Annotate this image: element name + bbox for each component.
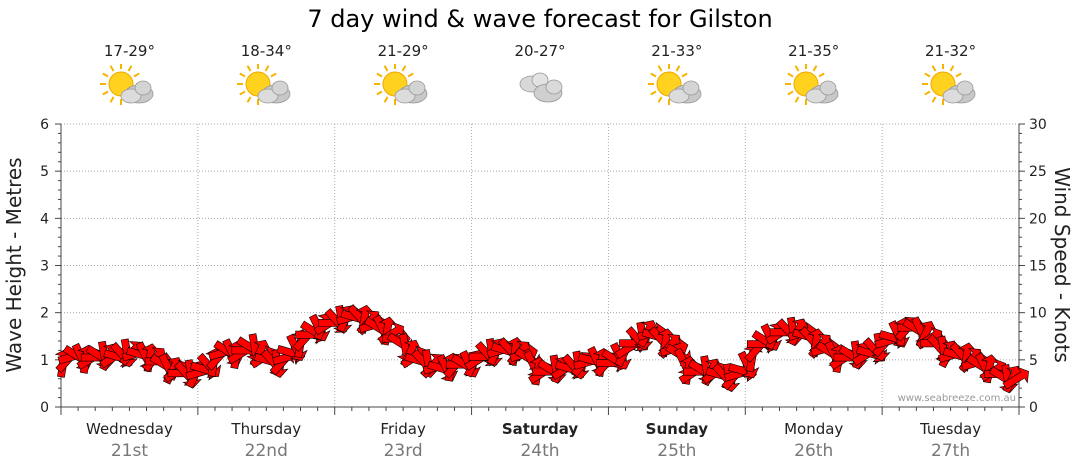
temperature-range: 18-34°: [240, 42, 292, 60]
x-axis-day-tuesday: Tuesday 27th: [883, 420, 1019, 461]
day-date-label: 21st: [110, 441, 148, 461]
sun-cloud-icon: [883, 64, 1019, 112]
day-name-label: Tuesday: [920, 420, 982, 438]
wind-arrow: [1002, 366, 1029, 390]
day-forecast-saturday: 20-27°: [472, 42, 608, 112]
day-date-label: 25th: [657, 441, 697, 461]
temperature-range: 20-27°: [514, 42, 566, 60]
y-left-tick-label: 3: [40, 259, 49, 275]
day-forecast-sunday: 21-33°: [609, 42, 745, 112]
y-right-tick-label: 10: [1029, 306, 1047, 322]
x-axis-day-friday: Friday 23rd: [335, 420, 471, 461]
y-right-tick-label: 0: [1029, 400, 1038, 416]
x-axis-day-monday: Monday 26th: [746, 420, 882, 461]
y-right-tick-label: 25: [1029, 164, 1047, 180]
sun-cloud-icon: [746, 64, 882, 112]
day-name-label: Monday: [784, 420, 844, 438]
day-forecast-tuesday: 21-32°: [883, 42, 1019, 112]
wind-series: [54, 304, 1029, 394]
day-date-label: 24th: [520, 441, 560, 461]
day-forecast-monday: 21-35°: [746, 42, 882, 112]
x-axis-day-thursday: Thursday 22nd: [198, 420, 334, 461]
y-right-tick-label: 5: [1029, 353, 1038, 369]
day-name-label: Wednesday: [86, 420, 173, 438]
temperature-range: 21-29°: [377, 42, 429, 60]
day-forecast-friday: 21-29°: [335, 42, 471, 112]
chart-title: 7 day wind & wave forecast for Gilston: [307, 5, 773, 33]
day-name-label: Saturday: [501, 420, 579, 438]
day-date-label: 23rd: [383, 441, 423, 461]
temperature-range: 21-35°: [788, 42, 840, 60]
day-name-label: Sunday: [645, 420, 709, 438]
day-date-label: 26th: [794, 441, 834, 461]
y-left-tick-label: 6: [40, 117, 49, 133]
credit-text: www.seabreeze.com.au: [898, 393, 1016, 404]
y-left-tick-label: 1: [40, 353, 49, 369]
sun-cloud-icon: [198, 64, 334, 112]
axis-ticks: 0 1 2 3 4 5 6 0 5 10 15 20 25 30: [40, 117, 1047, 416]
y-left-tick-label: 0: [40, 400, 49, 416]
x-axis-day-wednesday: Wednesday 21st: [61, 420, 197, 461]
y-right-tick-label: 30: [1029, 117, 1047, 133]
x-axis-day-sunday: Sunday 25th: [609, 420, 745, 461]
sun-cloud-icon: [61, 64, 197, 112]
day-forecast-thursday: 18-34°: [198, 42, 334, 112]
y-left-tick-label: 5: [40, 164, 49, 180]
day-name-label: Friday: [380, 420, 426, 438]
y-right-tick-label: 20: [1029, 211, 1047, 227]
cloud-icon: [472, 64, 608, 112]
temperature-range: 21-33°: [651, 42, 703, 60]
temperature-range: 21-32°: [925, 42, 977, 60]
y-right-tick-label: 15: [1029, 259, 1047, 275]
sun-cloud-icon: [335, 64, 471, 112]
temperature-range: 17-29°: [103, 42, 155, 60]
sun-cloud-icon: [609, 64, 745, 112]
day-forecast-wednesday: 17-29°: [61, 42, 197, 112]
y-left-tick-label: 2: [40, 306, 49, 322]
day-name-label: Thursday: [231, 420, 302, 438]
y-left-tick-label: 4: [40, 211, 49, 227]
x-axis-day-saturday: Saturday 24th: [472, 420, 608, 461]
day-date-label: 27th: [931, 441, 971, 461]
day-date-label: 22nd: [244, 441, 288, 461]
